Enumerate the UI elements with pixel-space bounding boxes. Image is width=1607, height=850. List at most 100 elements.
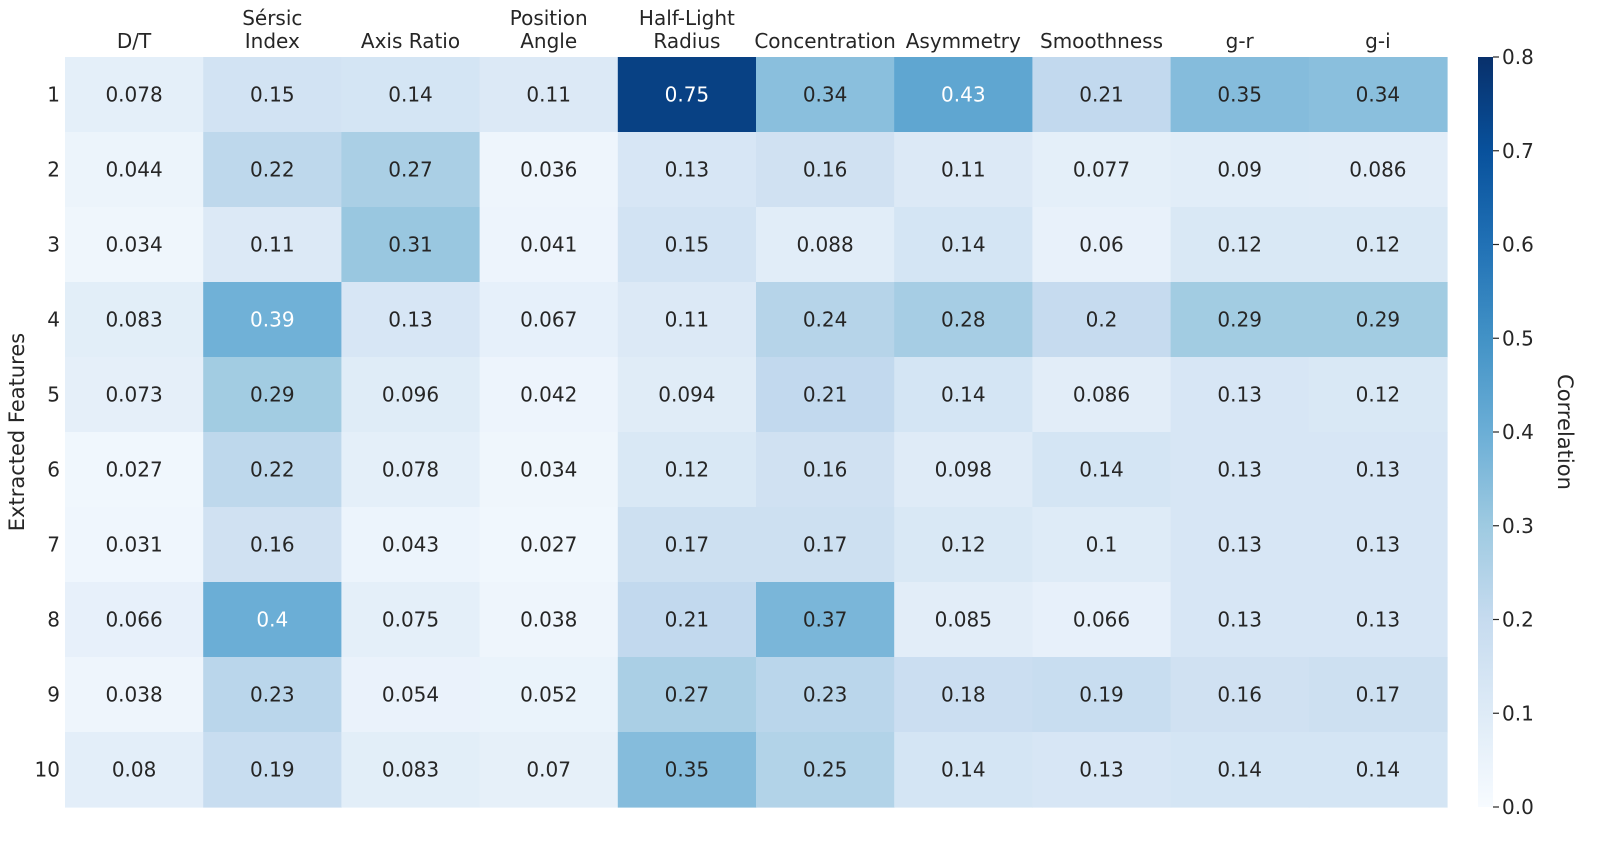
heatmap-cell (341, 507, 481, 583)
heatmap-cell (756, 132, 895, 208)
cell-value-label: 0.09 (1217, 158, 1262, 182)
heatmap-cell (894, 432, 1033, 508)
cell-value-label: 0.034 (105, 233, 162, 257)
heatmap-cell (1170, 507, 1310, 583)
cell-value-label: 0.18 (941, 683, 986, 707)
cell-value-label: 0.14 (388, 83, 433, 107)
cell-value-label: 0.077 (1073, 158, 1130, 182)
cell-value-label: 0.17 (1356, 683, 1401, 707)
cell-value-label: 0.23 (250, 683, 295, 707)
cell-value-label: 0.17 (665, 533, 710, 557)
cell-value-label: 0.16 (803, 458, 848, 482)
heatmap-cell (203, 57, 342, 133)
heatmap-cell (1308, 207, 1448, 283)
cell-value-label: 0.31 (388, 233, 433, 257)
cell-value-label: 0.11 (665, 308, 710, 332)
heatmap-cell (479, 282, 619, 358)
heatmap-cell (617, 657, 757, 733)
cell-value-label: 0.2 (1086, 308, 1118, 332)
heatmap-cell (65, 207, 204, 283)
heatmap-cell (341, 357, 481, 433)
heatmap-cell (65, 507, 204, 583)
heatmap-cell (894, 657, 1033, 733)
cell-value-label: 0.4 (256, 608, 288, 632)
cell-value-label: 0.22 (250, 458, 295, 482)
heatmap-cell (894, 732, 1033, 808)
heatmap-cell (341, 432, 481, 508)
heatmap-cell (479, 432, 619, 508)
cell-value-label: 0.038 (105, 683, 162, 707)
cell-value-label: 0.27 (388, 158, 433, 182)
colorbar-tick-label: 0.3 (1502, 514, 1534, 538)
heatmap-cell (756, 282, 895, 358)
cell-value-label: 0.07 (526, 758, 571, 782)
heatmap-cell (1032, 282, 1172, 358)
cell-value-label: 0.34 (803, 83, 848, 107)
heatmap-cell (756, 357, 895, 433)
cell-value-label: 0.052 (520, 683, 577, 707)
column-label: D/T (117, 29, 152, 53)
heatmap-cell (1032, 732, 1172, 808)
cell-value-label: 0.083 (105, 308, 162, 332)
heatmap-cell (894, 507, 1033, 583)
heatmap-cell (756, 732, 895, 808)
heatmap-cell (894, 57, 1033, 133)
heatmap-cell (479, 132, 619, 208)
heatmap-cell (203, 657, 342, 733)
cell-value-label: 0.13 (1217, 458, 1262, 482)
heatmap-cell (1170, 657, 1310, 733)
heatmap-cell (479, 57, 619, 133)
heatmap-cell (341, 582, 481, 658)
cell-value-label: 0.28 (941, 308, 986, 332)
cell-value-label: 0.085 (935, 608, 992, 632)
cell-value-label: 0.11 (250, 233, 295, 257)
heatmap-cell (1170, 132, 1310, 208)
heatmap-cell (1170, 732, 1310, 808)
cell-value-label: 0.11 (526, 83, 571, 107)
heatmap-cell (756, 432, 895, 508)
heatmap-cell (756, 657, 895, 733)
cell-value-label: 0.031 (105, 533, 162, 557)
cell-value-label: 0.15 (665, 233, 710, 257)
cell-value-label: 0.086 (1073, 383, 1130, 407)
heatmap-cell (617, 57, 757, 133)
heatmap-cell (203, 282, 342, 358)
heatmap-cell (1308, 507, 1448, 583)
row-label: 6 (47, 458, 60, 482)
heatmap-cell (1170, 282, 1310, 358)
cell-value-label: 0.29 (1356, 308, 1401, 332)
heatmap-cell (1032, 207, 1172, 283)
heatmap-cell (756, 582, 895, 658)
heatmap-cell (203, 582, 342, 658)
heatmap-cell (479, 507, 619, 583)
cell-value-label: 0.043 (382, 533, 439, 557)
heatmap-cell (894, 282, 1033, 358)
heatmap-cell (479, 732, 619, 808)
heatmap-cell (617, 282, 757, 358)
colorbar-tick-label: 0.2 (1502, 608, 1534, 632)
heatmap-cell (203, 432, 342, 508)
cell-value-label: 0.078 (105, 83, 162, 107)
cell-value-label: 0.19 (250, 758, 295, 782)
row-labels: 1 2 3 4 5 6 7 8 9 10 (35, 83, 60, 782)
cell-value-label: 0.24 (803, 308, 848, 332)
cell-value-label: 0.027 (520, 533, 577, 557)
cell-value-label: 0.34 (1356, 83, 1401, 107)
cell-value-label: 0.042 (520, 383, 577, 407)
column-label: g-r (1226, 29, 1255, 53)
cell-value-label: 0.16 (250, 533, 295, 557)
cell-value-label: 0.22 (250, 158, 295, 182)
cell-value-label: 0.088 (796, 233, 853, 257)
cell-value-label: 0.13 (1356, 533, 1401, 557)
colorbar-tick-label: 0.0 (1502, 795, 1534, 819)
heatmap-cell (1308, 282, 1448, 358)
heatmap-cell (617, 507, 757, 583)
cell-value-label: 0.067 (520, 308, 577, 332)
heatmap-cell (1032, 507, 1172, 583)
heatmap-cell (1170, 207, 1310, 283)
cell-value-label: 0.27 (665, 683, 710, 707)
heatmap-cells: 0.078 0.15 0.14 0.11 0.75 0.34 0.43 0.21 0.35 0.3… (65, 57, 1448, 808)
cell-value-label: 0.12 (665, 458, 710, 482)
colorbar-tick-label: 0.8 (1502, 45, 1534, 69)
heatmap-cell (479, 357, 619, 433)
